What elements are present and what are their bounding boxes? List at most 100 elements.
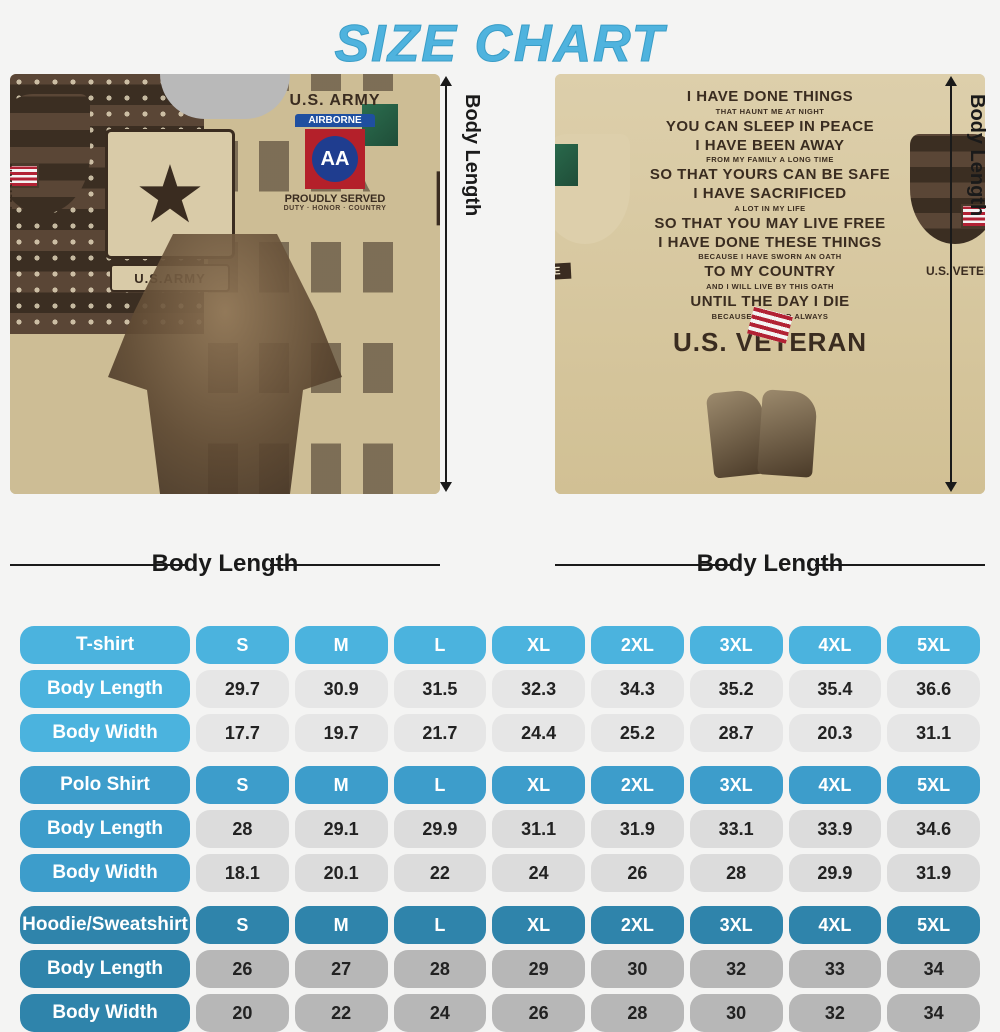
value-body-length-l: 29.9 — [394, 810, 487, 848]
size-header-m: M — [295, 626, 388, 664]
airborne-tab-label: AIRBORNE — [295, 114, 375, 127]
us-army-title: U.S. ARMY — [275, 92, 395, 110]
front-shirt-block: VETERAN NAME ★ U.S.ARMY U.S. ARMY AIRBOR… — [10, 74, 440, 544]
value-body-length-2xl: 30 — [591, 950, 684, 988]
value-body-length-l: 28 — [394, 950, 487, 988]
value-body-width-s: 17.7 — [196, 714, 289, 752]
value-body-width-4xl: 20.3 — [789, 714, 882, 752]
row-label-body-width: Body Width — [20, 854, 190, 892]
poem-line-0: I HAVE DONE THINGS THAT HAUNT ME AT NIGH… — [620, 88, 920, 116]
value-body-length-s: 28 — [196, 810, 289, 848]
veteran-sleeve-label: VETERAN — [10, 162, 15, 231]
value-body-width-xl: 24 — [492, 854, 585, 892]
value-body-length-4xl: 33.9 — [789, 810, 882, 848]
table-value-row-body-length: Body Length 26 27 28 29 30 32 33 34 — [20, 950, 980, 988]
value-body-length-m: 30.9 — [295, 670, 388, 708]
airborne-code-label: AA — [312, 136, 358, 182]
poem-line-3: SO THAT YOURS CAN BE SAFE — [620, 166, 920, 185]
value-body-width-3xl: 28 — [690, 854, 783, 892]
name-sleeve-label: NAME — [436, 171, 440, 225]
poem-line-4: I HAVE SACRIFICED A LOT IN MY LIFE — [620, 185, 920, 213]
value-body-width-2xl: 26 — [591, 854, 684, 892]
value-body-length-5xl: 36.6 — [887, 670, 980, 708]
body-length-label-vertical-front: Body Length — [460, 94, 483, 216]
shirts-display: VETERAN NAME ★ U.S.ARMY U.S. ARMY AIRBOR… — [0, 74, 1000, 544]
value-body-length-5xl: 34 — [887, 950, 980, 988]
row-label-body-length: Body Length — [20, 670, 190, 708]
sergeant-chevron-patch-back — [555, 144, 578, 186]
size-header-4xl: 4XL — [789, 906, 882, 944]
poem-line-2: I HAVE BEEN AWAY FROM MY FAMILY A LONG T… — [620, 137, 920, 165]
value-body-length-xl: 32.3 — [492, 670, 585, 708]
row-label-body-length: Body Length — [20, 950, 190, 988]
value-body-length-s: 26 — [196, 950, 289, 988]
size-header-2xl: 2XL — [591, 766, 684, 804]
value-body-width-3xl: 28.7 — [690, 714, 783, 752]
right-boot-icon — [757, 389, 818, 478]
size-header-xl: XL — [492, 766, 585, 804]
size-header-xl: XL — [492, 906, 585, 944]
row-label-t-shirt: T-shirt — [20, 626, 190, 664]
size-header-m: M — [295, 906, 388, 944]
body-length-label-horizontal-back: Body Length — [555, 550, 985, 578]
table-header-row: Hoodie/Sweatshirt S M L XL 2XL 3XL 4XL 5XL — [20, 906, 980, 944]
value-body-length-3xl: 32 — [690, 950, 783, 988]
poem-line-1: YOU CAN SLEEP IN PEACE — [620, 118, 920, 137]
value-body-width-l: 21.7 — [394, 714, 487, 752]
table-section-polo-shirt: Polo Shirt S M L XL 2XL 3XL 4XL 5XL Body Length 28… — [20, 766, 980, 892]
body-length-label-horizontal-front: Body Length — [10, 550, 440, 578]
back-shirt-block: I HAVE DONE THINGS THAT HAUNT ME AT NIGH… — [555, 74, 985, 544]
table-value-row-body-width: Body Width 17.7 19.7 21.7 24.4 25.2 28.7 20.3 31… — [20, 714, 980, 752]
value-body-length-xl: 31.1 — [492, 810, 585, 848]
table-value-row-body-length: Body Length 28 29.1 29.9 31.1 31.9 33.1 33.9 34.… — [20, 810, 980, 848]
size-header-3xl: 3XL — [690, 626, 783, 664]
value-body-width-5xl: 31.1 — [887, 714, 980, 752]
value-body-width-s: 18.1 — [196, 854, 289, 892]
size-header-m: M — [295, 766, 388, 804]
row-label-hoodie-sweatshirt: Hoodie/Sweatshirt — [20, 906, 190, 944]
page-title: SIZE CHART — [0, 0, 1000, 74]
boots-and-flag-graphic — [705, 346, 835, 476]
value-body-width-xl: 24.4 — [492, 714, 585, 752]
value-body-length-2xl: 34.3 — [591, 670, 684, 708]
size-header-4xl: 4XL — [789, 766, 882, 804]
value-body-length-xl: 29 — [492, 950, 585, 988]
value-body-length-3xl: 35.2 — [690, 670, 783, 708]
table-value-row-body-width: Body Width 18.1 20.1 22 24 26 28 29.9 31.9 — [20, 854, 980, 892]
back-shirt-image: I HAVE DONE THINGS THAT HAUNT ME AT NIGH… — [555, 74, 985, 494]
row-label-polo-shirt: Polo Shirt — [20, 766, 190, 804]
poem-line-6: I HAVE DONE THESE THINGS BECAUSE I HAVE … — [620, 234, 920, 262]
size-header-s: S — [196, 626, 289, 664]
body-length-label-vertical-back: Body Length — [965, 94, 988, 216]
size-chart-table: T-shirt S M L XL 2XL 3XL 4XL 5XL Body Length 29.7 3… — [20, 626, 980, 1032]
table-section-hoodie-sweatshirt: Hoodie/Sweatshirt S M L XL 2XL 3XL 4XL 5XL Body L… — [20, 906, 980, 1032]
table-value-row-body-length: Body Length 29.7 30.9 31.5 32.3 34.3 35.2 35.4 3… — [20, 670, 980, 708]
size-header-s: S — [196, 766, 289, 804]
value-body-length-m: 29.1 — [295, 810, 388, 848]
size-header-l: L — [394, 906, 487, 944]
size-header-xl: XL — [492, 626, 585, 664]
table-header-row: Polo Shirt S M L XL 2XL 3XL 4XL 5XL — [20, 766, 980, 804]
duty-honor-country-label: DUTY · HONOR · COUNTRY — [275, 205, 395, 212]
front-shirt-image: VETERAN NAME ★ U.S.ARMY U.S. ARMY AIRBOR… — [10, 74, 440, 494]
size-header-l: L — [394, 626, 487, 664]
size-header-2xl: 2XL — [591, 626, 684, 664]
value-body-width-2xl: 25.2 — [591, 714, 684, 752]
value-body-length-s: 29.7 — [196, 670, 289, 708]
size-header-3xl: 3XL — [690, 906, 783, 944]
row-label-body-length: Body Length — [20, 810, 190, 848]
size-header-5xl: 5XL — [887, 906, 980, 944]
here-sleeve-label: HERE — [555, 263, 571, 282]
poem-line-5: SO THAT YOU MAY LIVE FREE — [620, 215, 920, 234]
body-length-arrow-back — [950, 84, 952, 484]
usv-sleeve-label: U.S. VETERAN — [926, 264, 985, 278]
value-body-length-m: 27 — [295, 950, 388, 988]
value-body-width-m: 19.7 — [295, 714, 388, 752]
value-body-width-l: 22 — [394, 854, 487, 892]
size-header-s: S — [196, 906, 289, 944]
value-body-length-5xl: 34.6 — [887, 810, 980, 848]
table-section-t-shirt: T-shirt S M L XL 2XL 3XL 4XL 5XL Body Length 29.7 3… — [20, 626, 980, 752]
back-left-sleeve: HERE — [555, 134, 630, 244]
value-body-length-l: 31.5 — [394, 670, 487, 708]
body-length-bottom-row: Body Length Body Length — [0, 550, 1000, 590]
